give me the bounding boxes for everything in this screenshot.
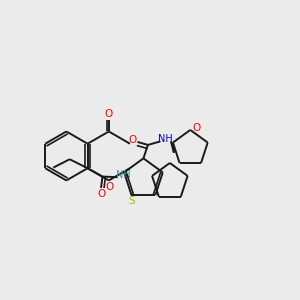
Text: NH: NH — [116, 170, 131, 180]
Text: NH: NH — [158, 134, 173, 144]
Text: O: O — [105, 182, 113, 192]
Text: O: O — [105, 109, 113, 118]
Text: O: O — [98, 189, 106, 199]
Text: O: O — [193, 123, 201, 134]
Text: S: S — [128, 196, 135, 206]
Text: O: O — [128, 135, 136, 146]
